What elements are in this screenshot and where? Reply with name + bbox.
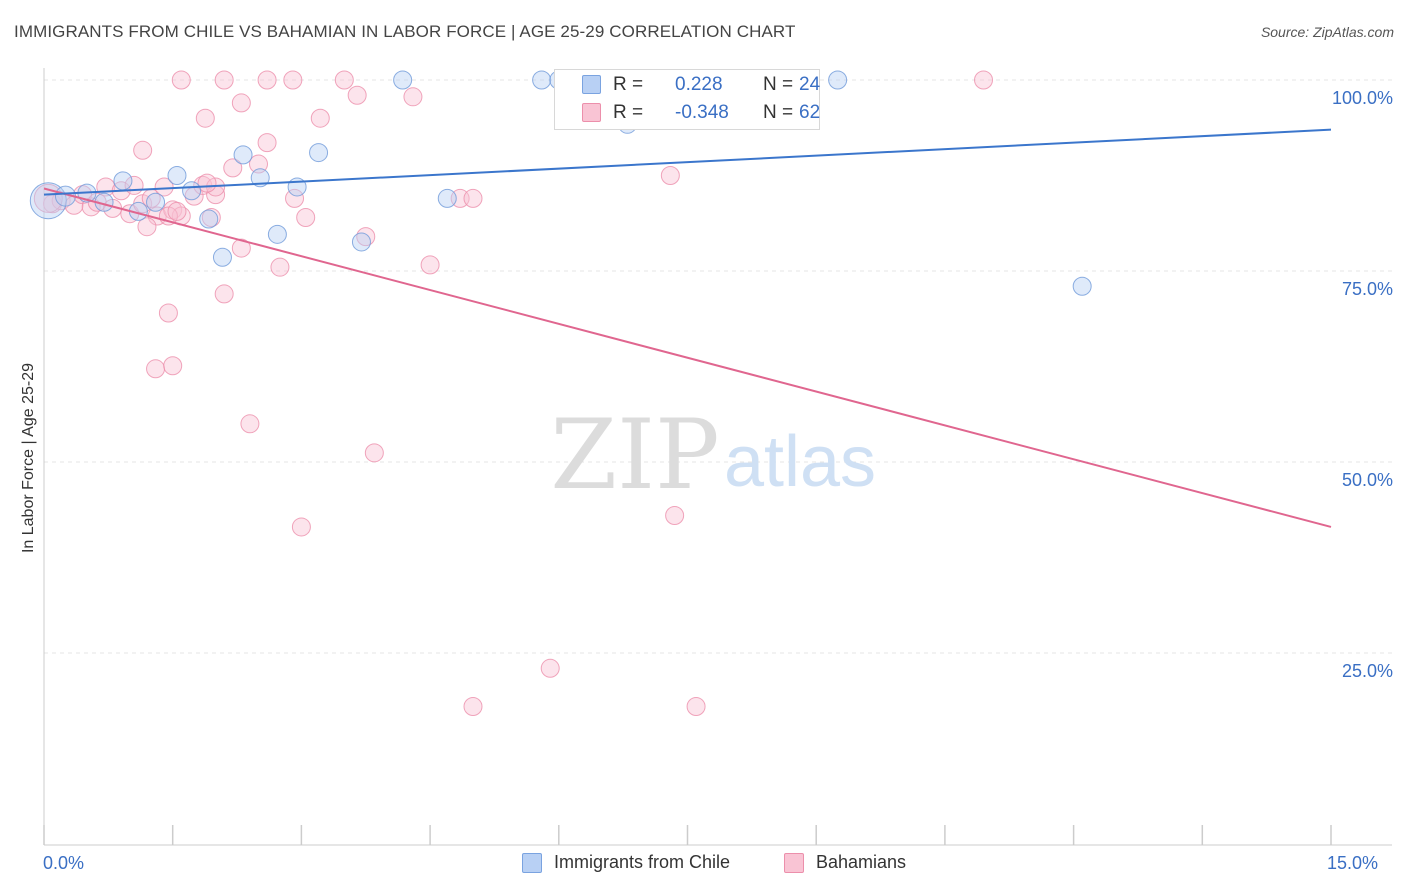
bahamians-point: [240, 414, 260, 434]
bahamians-point: [133, 140, 153, 160]
chile-point: [828, 70, 848, 90]
legend-label-chile: Immigrants from Chile: [554, 852, 731, 872]
bahamians-point: [283, 70, 303, 90]
y-tick-label: 50.0%: [1342, 470, 1393, 490]
axes: [43, 68, 1392, 846]
r-label: R =: [613, 74, 644, 95]
bahamians-point: [347, 85, 367, 105]
source-credit: Source: ZipAtlas.com: [1260, 24, 1394, 40]
bahamians-point: [420, 255, 440, 275]
bahamians-point: [403, 87, 423, 107]
n-label: N =: [763, 102, 794, 123]
series-legend: Immigrants from Chile Bahamians: [0, 852, 1406, 876]
chile-point: [267, 224, 287, 244]
bahamians-point: [463, 696, 483, 716]
n-value: 24: [799, 74, 821, 95]
bahamians-point: [214, 70, 234, 90]
chile-point: [167, 166, 187, 185]
bahamians-point: [146, 359, 166, 379]
bahamians-point: [686, 696, 706, 716]
chile-point: [1072, 276, 1092, 296]
bahamians-point: [137, 217, 157, 237]
bahamians-point: [270, 257, 290, 277]
legend-swatch-bahamians: [784, 853, 804, 873]
watermark: ZIP atlas: [550, 399, 876, 511]
chile-point: [437, 188, 457, 208]
bahamians-point: [660, 166, 680, 185]
chile-point: [113, 171, 133, 191]
correlation-legend: R = 0.228 N = 24 R = -0.348 N = 62: [554, 69, 820, 130]
bahamians-point: [974, 70, 994, 90]
bahamians-point: [163, 356, 183, 376]
bahamians-point: [214, 284, 234, 304]
n-value: 62: [799, 102, 821, 123]
y-tick-label: 75.0%: [1342, 279, 1393, 299]
legend-swatch-chile: [522, 853, 542, 873]
bahamians-point: [154, 177, 174, 197]
y-tick-label: 100.0%: [1332, 88, 1393, 108]
r-value: 0.228: [675, 74, 723, 95]
r-label: R =: [613, 102, 644, 123]
bahamians-points: [33, 70, 994, 716]
legend-swatch-bahamians: [582, 103, 601, 122]
bahamians-point: [167, 201, 187, 221]
bahamians-point: [197, 173, 217, 193]
bahamians-point: [195, 108, 215, 128]
x-max-label: 15.0%: [1327, 853, 1379, 873]
bahamians-point: [158, 303, 178, 323]
bahamians-point: [285, 188, 305, 208]
bahamians-point: [223, 158, 243, 178]
legend-swatch-chile: [582, 75, 601, 94]
trend-lines: [43, 128, 1332, 528]
chile-point: [351, 232, 371, 252]
bahamians-point: [171, 70, 191, 90]
x-min-label: 0.0%: [43, 853, 85, 873]
gridlines: [44, 79, 1392, 654]
chile-point: [212, 247, 232, 267]
watermark-zip: ZIP: [550, 399, 719, 511]
bahamians-point: [310, 108, 330, 128]
y-tick-label: 25.0%: [1342, 661, 1393, 681]
bahamians-point: [450, 188, 470, 208]
bahamians-point: [364, 443, 384, 463]
bahamians-point: [249, 154, 268, 174]
chile-point: [182, 181, 202, 201]
bahamians-point: [257, 133, 277, 153]
bahamians-point: [540, 658, 560, 678]
bahamians-trend-line: [43, 187, 1332, 528]
watermark-atlas: atlas: [724, 422, 876, 502]
chile-point: [532, 70, 552, 90]
bahamians-point: [257, 70, 277, 90]
chile-trend-line: [43, 128, 1332, 196]
y-tick-labels: 25.0% 50.0% 75.0% 100.0%: [1332, 88, 1393, 681]
chile-point: [199, 209, 219, 229]
bahamians-point: [334, 70, 354, 90]
chile-point: [250, 168, 270, 188]
chile-point: [146, 192, 166, 212]
n-label: N =: [763, 74, 794, 95]
bahamians-point: [665, 505, 685, 525]
chart-title: IMMIGRANTS FROM CHILE VS BAHAMIAN IN LAB…: [14, 22, 796, 41]
bahamians-point: [291, 517, 311, 537]
bahamians-point: [231, 93, 251, 113]
bahamians-point: [296, 208, 316, 228]
bahamians-point: [231, 238, 251, 258]
chile-point: [233, 145, 253, 165]
r-value: -0.348: [675, 102, 729, 123]
bahamians-point: [463, 188, 483, 208]
legend-label-bahamians: Bahamians: [816, 852, 907, 872]
chile-point: [393, 70, 413, 90]
chile-point: [309, 143, 329, 163]
